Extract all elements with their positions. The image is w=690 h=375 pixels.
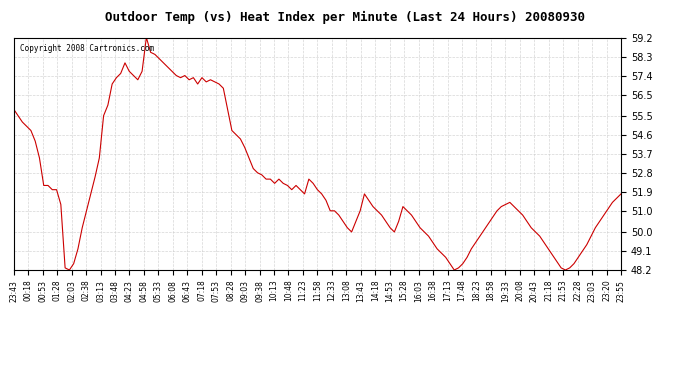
Text: Copyright 2008 Cartronics.com: Copyright 2008 Cartronics.com	[20, 45, 154, 54]
Text: Outdoor Temp (vs) Heat Index per Minute (Last 24 Hours) 20080930: Outdoor Temp (vs) Heat Index per Minute …	[105, 11, 585, 24]
